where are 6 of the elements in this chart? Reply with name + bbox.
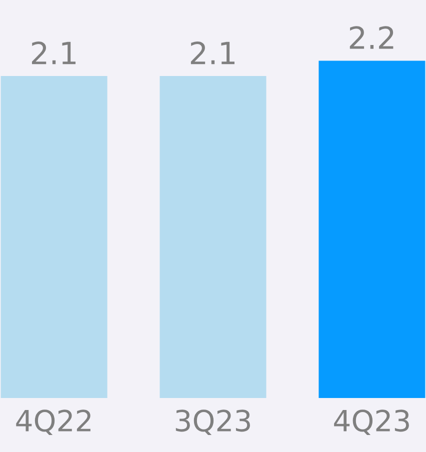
data-label: 2.2 [350,26,394,49]
data-label: 2.1 [32,41,76,64]
data-label: 2.1 [190,41,234,64]
x-tick-label: 4Q23 [334,410,409,436]
x-tick-label: 4Q22 [16,410,90,436]
x-tick-label: 3Q23 [176,410,250,436]
